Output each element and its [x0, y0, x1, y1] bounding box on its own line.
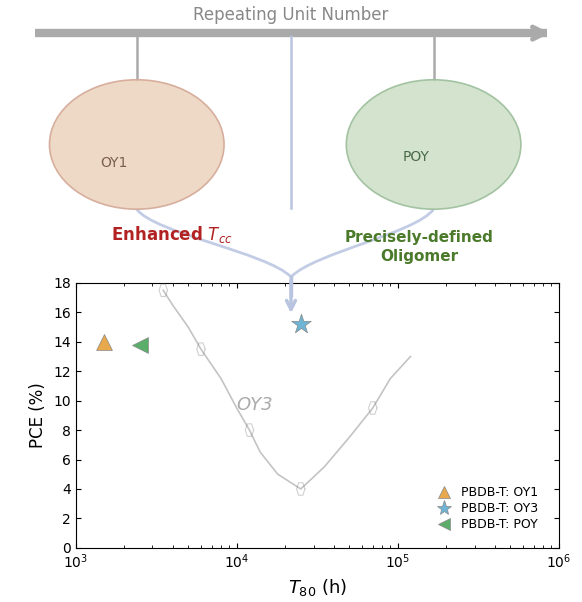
Text: OY1: OY1 — [100, 155, 127, 170]
Ellipse shape — [346, 79, 521, 209]
Ellipse shape — [49, 79, 224, 209]
Y-axis label: PCE (%): PCE (%) — [30, 382, 48, 448]
Legend: PBDB-T: OY1, PBDB-T: OY3, PBDB-T: POY: PBDB-T: OY1, PBDB-T: OY3, PBDB-T: POY — [427, 481, 543, 536]
Text: Repeating Unit Number: Repeating Unit Number — [193, 6, 389, 24]
Text: OY3: OY3 — [236, 396, 273, 414]
Text: Enhanced $T_{cc}$: Enhanced $T_{cc}$ — [111, 225, 233, 245]
X-axis label: $T_{80}$ (h): $T_{80}$ (h) — [288, 577, 347, 598]
Point — [135, 340, 144, 350]
Point — [100, 337, 109, 347]
Text: Precisely-defined
Oligomer: Precisely-defined Oligomer — [345, 230, 494, 264]
Text: POY: POY — [403, 149, 430, 164]
Point — [296, 319, 306, 329]
